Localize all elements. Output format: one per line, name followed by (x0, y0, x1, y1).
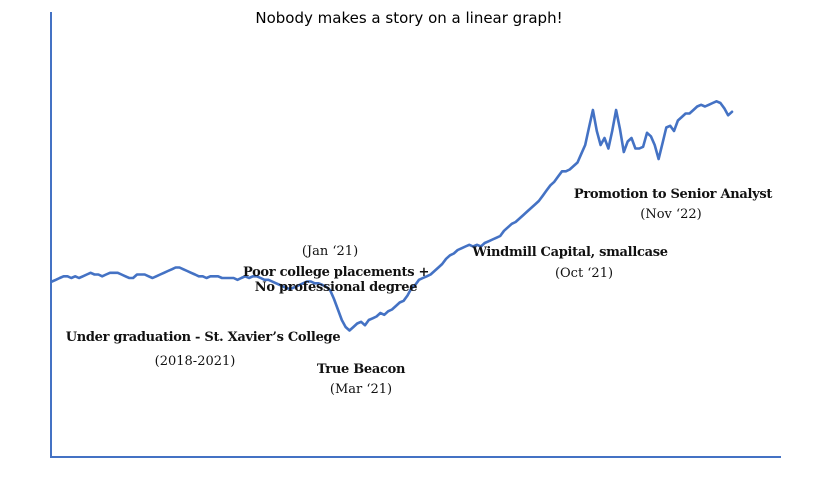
annotation-label: (Mar ‘21) (330, 382, 392, 397)
annotation-label: (2018-2021) (155, 354, 236, 369)
annotation-line: (Oct ‘21) (554, 266, 614, 281)
annotation-line: (Jan ‘21) (301, 244, 359, 259)
annotation-label: Under graduation - St. Xavier’s College (66, 330, 341, 345)
series-line (50, 100, 734, 332)
annotation-line: Under graduation - St. Xavier’s College (65, 330, 341, 345)
annotation-label: True Beacon (316, 362, 406, 377)
annotation-label: (Jan ‘21) (302, 244, 358, 259)
annotation-label: Poor college placements + No professional… (243, 265, 429, 295)
annotation-line: (Mar ‘21) (329, 382, 393, 397)
annotation-label: (Oct ‘21) (555, 266, 613, 281)
annotation-line: True Beacon (316, 362, 406, 377)
chart-title: Nobody makes a story on a linear graph! (255, 9, 563, 27)
annotation-line: (2018-2021) (154, 354, 236, 369)
annotation-line: Windmill Capital, smallcase (472, 245, 668, 260)
annotation-label: (Nov ‘22) (640, 207, 702, 222)
annotation-label: Windmill Capital, smallcase (472, 245, 668, 260)
annotation-line: No professional degree (254, 280, 418, 295)
annotation-line: Promotion to Senior Analyst (573, 187, 773, 202)
annotation-line: Poor college placements + (242, 265, 430, 280)
annotation-label: Promotion to Senior Analyst (573, 187, 773, 202)
annotation-line: (Nov ‘22) (640, 207, 702, 222)
